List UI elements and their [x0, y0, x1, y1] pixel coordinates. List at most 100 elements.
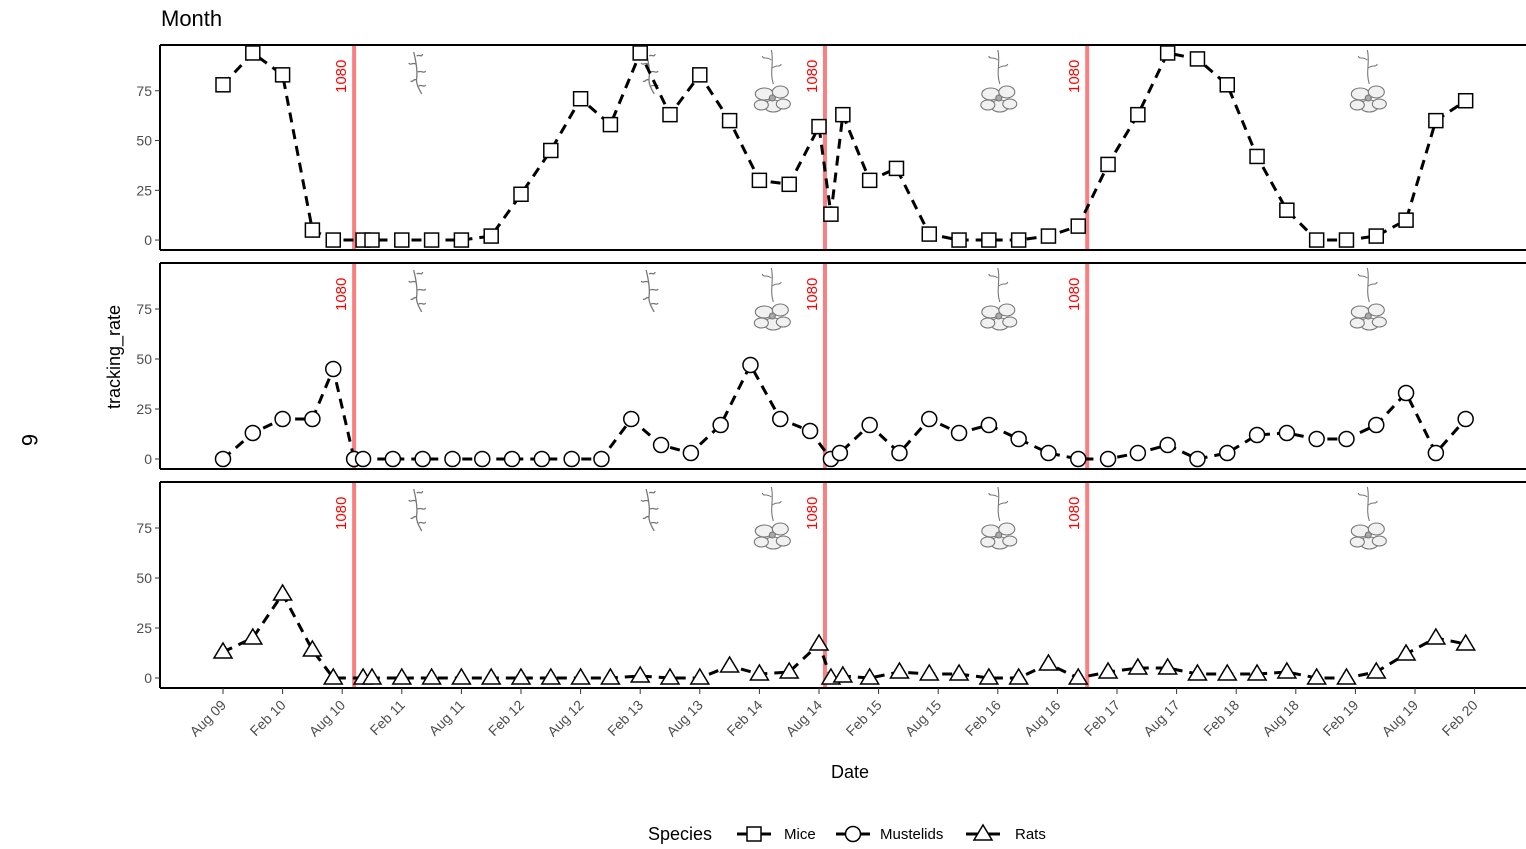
flower-stem: [997, 267, 1001, 303]
data-point: [1365, 661, 1387, 679]
flower-center: [1364, 531, 1372, 539]
flower-stem: [997, 486, 1001, 522]
data-point: [1159, 45, 1176, 61]
event-label: 1080: [1066, 497, 1083, 530]
y-axis-title: tracking_rate: [104, 305, 125, 409]
data-point: [1189, 51, 1206, 67]
data-point: [304, 410, 321, 428]
flower-leaf: [988, 273, 999, 279]
data-point: [325, 360, 342, 378]
y-tick-label: 75: [136, 301, 152, 317]
data-point: [861, 172, 878, 189]
data-point: [483, 228, 499, 244]
grass-blade: [416, 271, 424, 275]
grass-stem: [413, 488, 423, 532]
data-point: [572, 90, 589, 107]
data-point: [980, 416, 998, 434]
y-tick-label: 25: [136, 401, 152, 417]
data-point: [1189, 450, 1206, 468]
data-point: [322, 667, 344, 685]
data-point: [823, 206, 839, 222]
data-point: [921, 226, 938, 242]
flower-icon: [1349, 267, 1387, 331]
flower-leaf: [998, 63, 1009, 69]
x-tick-label: Feb 17: [1081, 697, 1123, 739]
grass-stem: [413, 269, 423, 313]
legend-key-marker: [844, 825, 862, 843]
x-tick-label: Aug 14: [782, 697, 825, 740]
flower-leaf: [761, 55, 772, 61]
data-point: [384, 450, 402, 468]
data-point: [1395, 643, 1417, 661]
flower-icon: [753, 486, 791, 550]
grass-blade: [650, 302, 659, 305]
data-point: [1159, 436, 1176, 454]
event-label: 1080: [1066, 278, 1083, 311]
flower-petal: [980, 99, 996, 111]
data-point: [889, 661, 910, 679]
x-tick-label: Feb 14: [723, 697, 765, 739]
data-point: [245, 45, 261, 61]
x-tick-label: Aug 16: [1021, 697, 1064, 740]
grass-blade: [642, 78, 650, 83]
data-point: [891, 444, 908, 462]
flower-leaf: [1357, 55, 1368, 61]
flower-petal: [1002, 535, 1018, 547]
data-point: [600, 667, 621, 685]
data-point: [1457, 410, 1474, 428]
flower-petal: [775, 535, 791, 547]
grass-blade: [418, 302, 427, 305]
data-point: [1428, 112, 1444, 129]
data-point: [1187, 663, 1208, 681]
data-point: [1308, 232, 1325, 248]
data-point: [503, 450, 521, 468]
data-point: [214, 450, 232, 468]
data-point: [1010, 430, 1027, 448]
data-point: [1040, 228, 1057, 244]
data-point: [921, 410, 938, 428]
data-point: [1248, 426, 1266, 444]
legend-key-marker: [746, 826, 762, 842]
flower-leaf: [761, 492, 772, 498]
flower-stem: [997, 49, 1001, 85]
data-point: [533, 450, 551, 468]
flower-petal: [753, 99, 769, 111]
flower-petal: [1349, 536, 1365, 548]
data-point: [1010, 232, 1027, 248]
flower-icon: [980, 267, 1018, 331]
data-point: [1338, 430, 1355, 448]
flower-stem: [770, 49, 774, 85]
flower-icon: [753, 267, 791, 331]
flower-leaf: [988, 492, 999, 498]
data-point: [451, 667, 472, 685]
grass-blade: [640, 62, 649, 65]
flower-leaf: [761, 273, 772, 279]
flower-leaf: [998, 500, 1009, 506]
y-tick-label: 25: [136, 182, 152, 198]
x-tick-label: Feb 19: [1319, 697, 1361, 739]
y-tick-label: 0: [144, 670, 152, 686]
x-tick-label: Feb 10: [247, 697, 289, 739]
data-point: [1336, 667, 1357, 685]
data-point: [1157, 657, 1178, 675]
data-point: [1279, 202, 1295, 218]
data-point: [1130, 106, 1146, 123]
data-point: [918, 663, 940, 681]
data-point: [781, 176, 797, 193]
data-point: [1129, 444, 1147, 462]
y-tick-label: 0: [144, 451, 152, 467]
data-point: [1278, 424, 1296, 442]
data-point: [602, 116, 619, 133]
legend-label-mice: Mice: [784, 826, 816, 843]
flower-center: [995, 312, 1003, 320]
data-point: [421, 667, 442, 685]
flower-petal: [753, 536, 769, 548]
flower-leaf: [1367, 63, 1378, 69]
data-point: [1397, 384, 1415, 402]
data-point: [244, 424, 262, 442]
data-point: [778, 661, 800, 679]
chart-title: Month: [161, 6, 222, 31]
y-tick-label: 75: [136, 520, 152, 536]
data-point: [1038, 653, 1059, 671]
data-point: [354, 450, 372, 468]
